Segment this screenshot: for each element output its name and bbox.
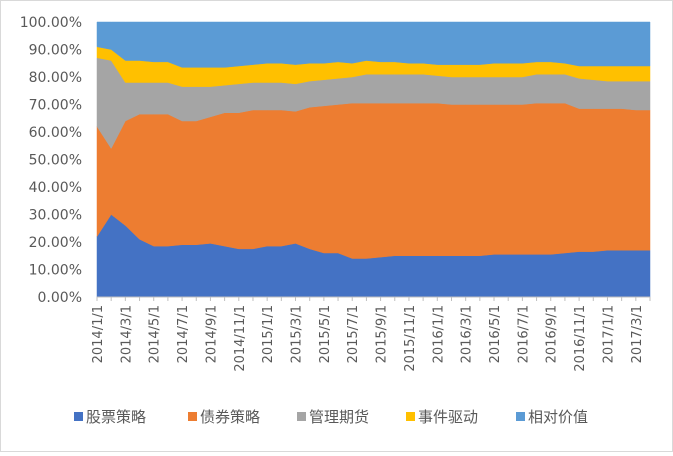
legend-item: 相对价值 (516, 408, 588, 426)
x-tick-label: 2016/1/1 (431, 305, 446, 363)
y-tick-label: 0.00% (38, 290, 82, 306)
x-tick-label: 2016/3/1 (460, 305, 475, 363)
x-tick-label: 2017/3/1 (630, 305, 645, 363)
legend-label: 相对价值 (528, 408, 588, 426)
x-tick-label: 2015/11/1 (403, 305, 418, 372)
legend-label: 债券策略 (200, 408, 260, 426)
legend-swatch (406, 412, 415, 421)
legend-swatch (516, 412, 525, 421)
y-tick-label: 90.00% (29, 43, 82, 59)
legend-item: 管理期货 (297, 408, 369, 426)
x-tick-label: 2017/1/1 (601, 305, 616, 363)
x-tick-label: 2015/9/1 (375, 305, 390, 363)
areas-layer (96, 21, 651, 298)
x-tick-label: 2014/11/1 (233, 305, 248, 372)
y-tick-label: 40.00% (29, 180, 82, 196)
legend-item: 债券策略 (188, 408, 260, 426)
x-tick-label: 2014/3/1 (119, 305, 134, 363)
x-tick-label: 2014/1/1 (91, 305, 106, 363)
x-tick-label: 2015/5/1 (318, 305, 333, 363)
legend-swatch (297, 412, 306, 421)
legend-swatch (74, 412, 83, 421)
x-tick-label: 2016/5/1 (488, 305, 503, 363)
legend-label: 事件驱动 (418, 408, 478, 426)
x-tick-label: 2014/9/1 (204, 305, 219, 363)
x-tick-label: 2016/11/1 (573, 305, 588, 372)
y-tick-label: 20.00% (29, 235, 82, 251)
legend-label: 股票策略 (86, 408, 146, 426)
x-tick-label: 2015/3/1 (290, 305, 305, 363)
x-tick-label: 2016/7/1 (516, 305, 531, 363)
x-tick-label: 2014/7/1 (176, 305, 191, 363)
y-tick-label: 70.00% (29, 98, 82, 114)
legend-item: 股票策略 (74, 408, 146, 426)
y-tick-label: 60.00% (29, 125, 82, 141)
x-tick-label: 2014/5/1 (148, 305, 163, 363)
y-tick-label: 100.00% (20, 15, 82, 31)
y-tick-label: 10.00% (29, 263, 82, 279)
x-axis-tick-labels: 2014/1/1 2014/3/1 2014/5/1 2014/7/1 2014/9/1… (91, 305, 645, 372)
x-tick-label: 2015/7/1 (346, 305, 361, 363)
series-area (96, 21, 651, 68)
x-tick-label: 2015/1/1 (261, 305, 276, 363)
legend-item: 事件驱动 (406, 408, 478, 426)
y-axis-tick-labels: 0.00% 10.00% 20.00% 30.00% 40.00% 50.00% 60.00… (20, 15, 82, 306)
series-area (96, 102, 651, 259)
legend-swatch (188, 412, 197, 421)
y-tick-label: 30.00% (29, 208, 82, 224)
x-tick-label: 2016/9/1 (545, 305, 560, 363)
legend-label: 管理期货 (309, 408, 369, 426)
legend: 股票策略 债券策略 管理期货 事件驱动 相对价值 (74, 408, 588, 426)
y-tick-label: 80.00% (29, 70, 82, 86)
y-tick-label: 50.00% (29, 153, 82, 169)
axes (96, 296, 651, 301)
